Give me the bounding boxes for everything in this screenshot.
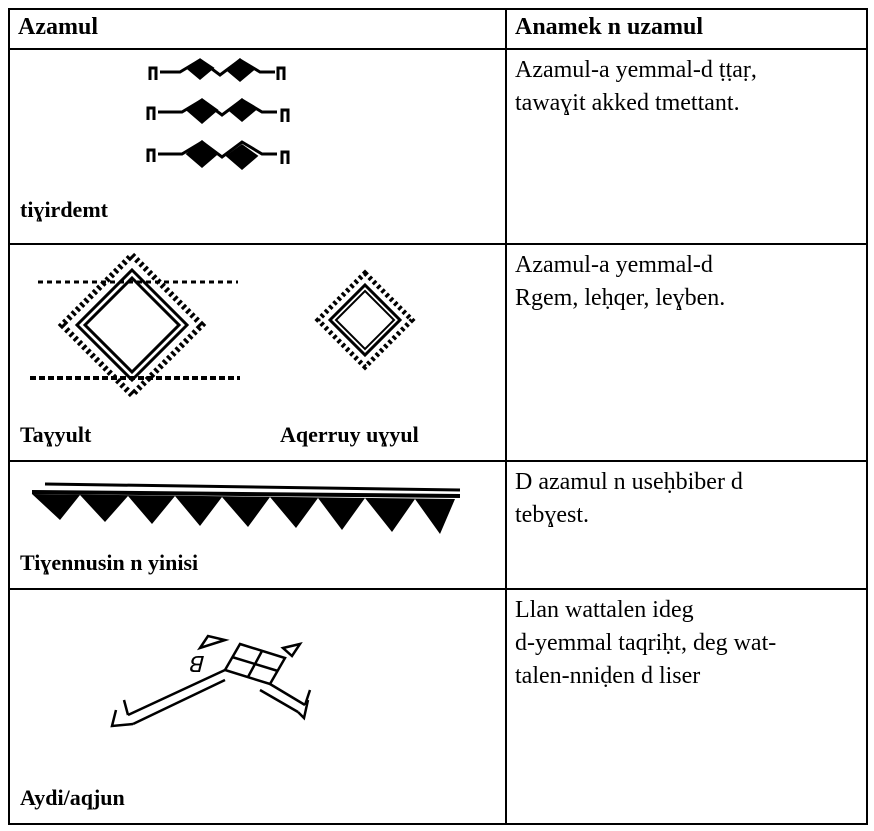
description-line: tawaɣit akked tmettant.	[515, 90, 740, 116]
row-border	[8, 48, 866, 50]
border	[866, 8, 868, 823]
description-line: Rgem, leḥqer, leɣben.	[515, 285, 726, 311]
description-line: Azamul-a yemmal-d ṭṭaṛ,	[515, 57, 757, 83]
description-line: talen-nniḍen d liser	[515, 663, 701, 689]
tayyult-drawing	[30, 250, 240, 400]
symbol-label: Tiɣennusin n yinisi	[20, 550, 199, 575]
row-border	[8, 243, 866, 245]
border	[505, 8, 507, 823]
symbol-label: Taɣyult	[20, 422, 92, 447]
symbol-label: Aqerruy uɣyul	[280, 422, 419, 447]
aydi-drawing: ꓭ	[110, 634, 312, 728]
tiyirdemt-drawing	[146, 58, 290, 170]
tiyennusin-drawing	[31, 482, 461, 534]
row-border	[8, 588, 866, 590]
hand-mark: ꓭ	[187, 652, 204, 677]
border	[8, 8, 866, 10]
border	[8, 823, 868, 825]
symbol-label: Aydi/aqjun	[20, 785, 125, 810]
header-cell: Azamul	[18, 14, 98, 40]
header-cell: Anamek n uzamul	[515, 14, 704, 40]
aqerruy-drawing	[314, 269, 416, 371]
description-line: Llan wattalen ideg	[515, 597, 694, 623]
description-line: tebɣest.	[515, 502, 589, 528]
description-line: D azamul n useḥbiber d	[515, 469, 743, 495]
symbol-label: tiɣirdemt	[20, 197, 108, 222]
description-line: d-yemmal taqriḥt, deg wat-	[515, 630, 777, 656]
border	[8, 8, 10, 823]
description-line: Azamul-a yemmal-d	[515, 252, 713, 278]
row-border	[8, 460, 866, 462]
